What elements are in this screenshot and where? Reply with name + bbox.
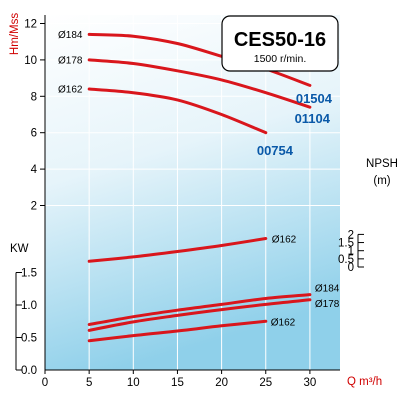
head-axis-label: Hm/Mss [9,13,21,55]
axes: 051015202530246810121416180.00.51.01.500… [15,19,364,389]
curves [87,32,312,343]
head-curve-01104 [87,58,312,109]
title-frame [221,15,339,72]
x-tick-label: 10 [127,377,140,389]
title-box: CES50-16 1500 r/min. [221,15,339,72]
x-tick-label: 30 [304,377,317,389]
head-tick-label: 12 [24,19,37,31]
x-tick-label: 0 [42,377,48,389]
head-tick-label: 2 [31,201,37,213]
x-tick-label: 20 [215,377,228,389]
npsh-tick-label: 1.5 [338,238,354,250]
model-label: 01104 [295,111,331,126]
head-diameter-label: Ø184 [58,30,83,41]
model-label: 00754 [257,143,294,158]
npsh-tick-label: 1 [348,246,354,258]
power-tick-label: 0.0 [21,365,37,377]
head-diameter-label: Ø178 [58,55,83,66]
model-label: 01504 [296,91,333,106]
power-tick-label: 1.0 [21,300,37,312]
power-tick-label: 1.5 [21,268,37,280]
npsh-axis-label: NPSH [366,158,398,170]
x-tick-label: 25 [259,377,272,389]
power-curve [87,319,268,343]
power-diameter-label: Ø162 [271,317,296,328]
power-tick-label: 0.5 [21,333,37,345]
head-curve-00754 [87,87,268,135]
npsh-curve [87,237,268,263]
npsh-tick-label: 0.5 [338,254,354,266]
npsh-diameter-label: Ø162 [272,234,297,245]
head-tick-label: 8 [31,91,37,103]
power-axis-label: KW [10,243,29,255]
power-diameter-label: Ø178 [315,299,340,310]
npsh-axis-unit: (m) [373,175,390,187]
npsh-tick-label: 2 [348,229,354,241]
power-diameter-label: Ø184 [315,284,340,295]
power-curve [87,293,312,326]
head-diameter-label: Ø162 [58,85,83,96]
head-tick-label: 4 [31,164,38,176]
head-tick-label: 10 [24,55,37,67]
flow-axis-label: Q m³/h [347,376,382,388]
chart-subtitle: 1500 r/min. [254,53,307,65]
power-curve [87,298,312,332]
chart-title: CES50-16 [234,29,326,51]
x-tick-label: 15 [171,377,184,389]
curve-labels: Ø184 01504 Ø178 01104 Ø162 00754 Ø162 Ø184 Ø178 Ø… [58,30,340,328]
npsh-tick-label: 0 [348,262,354,274]
x-tick-label: 5 [86,377,92,389]
head-tick-label: 6 [31,128,37,140]
